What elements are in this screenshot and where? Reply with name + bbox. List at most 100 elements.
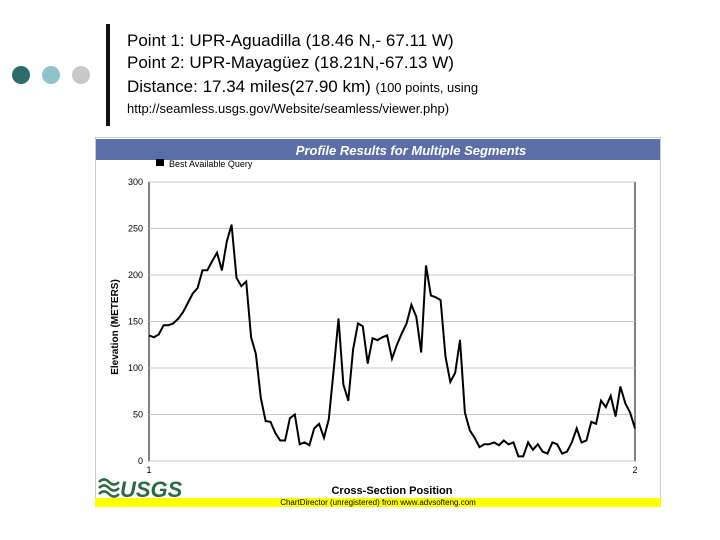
data-point	[566, 451, 568, 453]
data-point	[347, 400, 349, 402]
data-point	[401, 333, 403, 335]
data-point	[153, 336, 155, 338]
y-tick-label: 150	[128, 317, 143, 327]
data-point	[342, 384, 344, 386]
y-tick-label: 100	[128, 363, 143, 373]
data-point	[323, 437, 325, 439]
data-point	[357, 322, 359, 324]
data-point	[240, 285, 242, 287]
data-point	[182, 311, 184, 313]
data-point	[206, 269, 208, 271]
data-point	[459, 339, 461, 341]
data-point	[318, 423, 320, 425]
data-point	[391, 358, 393, 360]
data-point	[508, 443, 510, 445]
data-point	[537, 443, 539, 445]
data-point	[542, 451, 544, 453]
x-axis-label: Cross-Section Position	[331, 485, 452, 497]
data-point	[328, 418, 330, 420]
gridlines	[149, 181, 635, 462]
bullet-dot-3	[72, 66, 90, 84]
data-point	[624, 402, 626, 404]
data-point	[299, 443, 301, 445]
data-point	[571, 441, 573, 443]
bullet-dot-1	[12, 66, 30, 84]
data-point	[362, 325, 364, 327]
usgs-logo-text: USGS	[120, 477, 183, 502]
data-point	[415, 316, 417, 318]
footer-bar	[95, 498, 661, 507]
data-point	[474, 437, 476, 439]
data-point	[600, 400, 602, 402]
footer-text: ChartDirector (unregistered) from www.ad…	[280, 498, 476, 507]
elevation-profile-chart: Profile Results for Multiple Segments Be…	[95, 137, 661, 507]
data-point	[231, 224, 233, 226]
data-point	[435, 296, 437, 298]
x-tick-label: 2	[632, 465, 637, 475]
data-point	[235, 277, 238, 279]
data-point	[610, 395, 612, 397]
data-point	[605, 406, 607, 408]
data-point	[284, 439, 286, 442]
data-point	[250, 336, 252, 338]
data-point	[376, 339, 378, 341]
legend-swatch	[156, 159, 164, 166]
data-point	[303, 441, 306, 443]
usgs-logo: USGS	[98, 477, 183, 502]
distance-note: (100 points, using	[375, 80, 479, 95]
point2-text: Point 2: UPR-Mayagüez (18.21N,-67.13 W)	[127, 53, 454, 72]
bullet-dot-2	[42, 66, 60, 84]
source-url: http://seamless.usgs.gov/Website/seamles…	[127, 101, 450, 116]
data-point	[260, 397, 262, 399]
data-point	[148, 334, 150, 336]
data-point	[440, 299, 442, 301]
data-point	[211, 260, 213, 262]
data-point	[192, 293, 194, 295]
data-point	[221, 269, 223, 271]
data-point	[245, 280, 247, 283]
y-tick-label: 50	[133, 410, 143, 420]
y-axis-label: Elevation (METERS)	[110, 279, 121, 375]
bullet-decoration	[12, 66, 94, 84]
data-point	[167, 324, 169, 326]
data-point	[197, 287, 199, 289]
x-tick-label: 1	[146, 465, 151, 475]
data-point	[522, 455, 524, 457]
data-point	[372, 337, 374, 339]
usgs-logo-waves	[98, 478, 120, 498]
data-point	[527, 441, 529, 443]
data-point	[313, 427, 315, 429]
data-point	[158, 333, 160, 336]
data-point	[493, 441, 495, 443]
data-point	[406, 322, 408, 324]
data-point	[289, 417, 291, 419]
data-point	[410, 304, 412, 306]
data-point	[177, 318, 179, 320]
data-point	[546, 453, 549, 455]
data-point	[352, 348, 354, 350]
data-point	[255, 353, 257, 355]
data-point	[488, 443, 490, 445]
vertical-divider	[106, 24, 110, 126]
data-point	[517, 455, 519, 457]
data-point	[561, 453, 563, 455]
distance-line: Distance: 17.34 miles(27.90 km) (100 poi…	[127, 76, 478, 99]
data-point	[396, 344, 398, 346]
data-point	[444, 356, 447, 358]
chart-title-bar	[96, 139, 660, 160]
data-point	[498, 444, 500, 446]
data-point	[580, 441, 583, 443]
data-point	[265, 420, 267, 422]
data-point	[172, 322, 174, 324]
data-point	[629, 412, 631, 414]
data-point	[634, 427, 636, 429]
data-point	[269, 421, 272, 423]
data-point	[226, 240, 228, 243]
data-point	[420, 351, 422, 353]
data-point	[337, 318, 340, 320]
data-point	[469, 429, 471, 431]
data-point	[454, 372, 456, 374]
data-point	[274, 432, 276, 434]
data-point	[478, 446, 481, 448]
data-point	[464, 412, 466, 414]
